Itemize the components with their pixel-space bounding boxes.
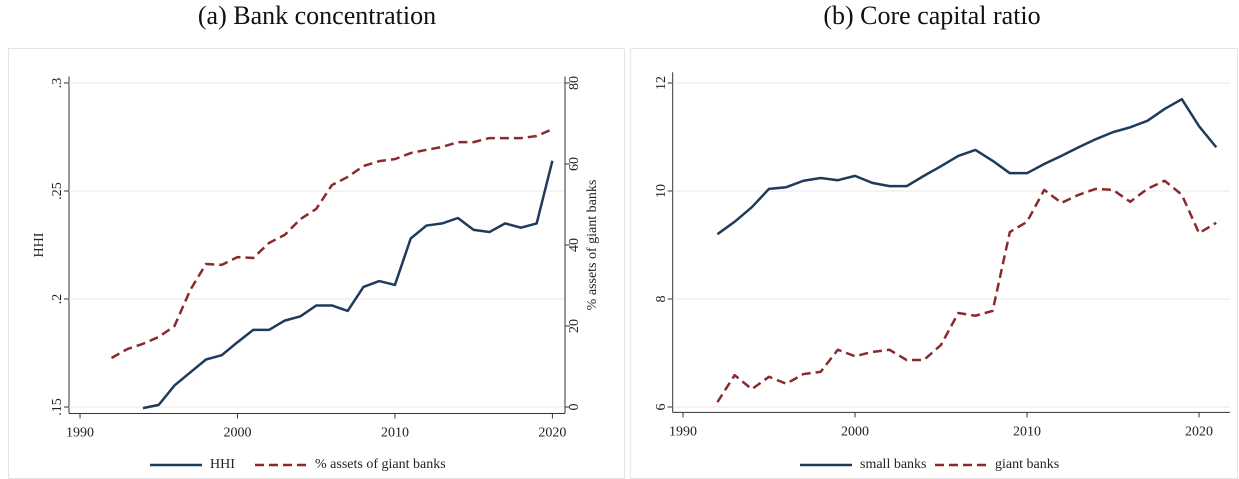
series-line — [716, 97, 1218, 236]
x-tick-label: 1990 — [66, 426, 94, 441]
panel-frame — [630, 48, 1238, 479]
legend-label: small banks — [860, 457, 927, 472]
y-tick-label: 8 — [654, 296, 669, 303]
y2-axis-label: % assets of giant banks — [585, 180, 600, 311]
y-tick-label: 10 — [654, 184, 669, 198]
x-tick-label: 2010 — [381, 426, 409, 441]
chart-title: (b) Core capital ratio — [823, 1, 1040, 30]
y2-tick-label: 80 — [567, 76, 582, 90]
series-line — [142, 160, 554, 410]
x-tick-label: 2020 — [538, 426, 566, 441]
y-axis-label: HHI — [32, 232, 47, 257]
x-tick-label: 2000 — [841, 425, 869, 440]
legend-label: giant banks — [995, 457, 1059, 472]
x-tick-label: 2010 — [1013, 425, 1041, 440]
series-line — [716, 179, 1217, 403]
y-tick-label: 12 — [654, 76, 669, 90]
y-tick-label: .25 — [50, 182, 65, 200]
x-tick-label: 2000 — [223, 426, 251, 441]
series-line — [110, 128, 553, 360]
y2-tick-label: 60 — [567, 157, 582, 171]
y2-tick-label: 0 — [567, 404, 582, 411]
legend-label: % assets of giant banks — [315, 457, 446, 472]
legend-label: HHI — [210, 457, 235, 472]
y-tick-label: .15 — [50, 398, 65, 416]
y-tick-label: 6 — [654, 404, 669, 411]
x-tick-label: 1990 — [669, 425, 697, 440]
x-tick-label: 2020 — [1185, 425, 1213, 440]
y2-tick-label: 20 — [567, 319, 582, 333]
y-tick-label: .3 — [50, 78, 65, 89]
y2-tick-label: 40 — [567, 238, 582, 252]
chart-title: (a) Bank concentration — [198, 1, 436, 30]
y-tick-label: .2 — [50, 294, 65, 305]
